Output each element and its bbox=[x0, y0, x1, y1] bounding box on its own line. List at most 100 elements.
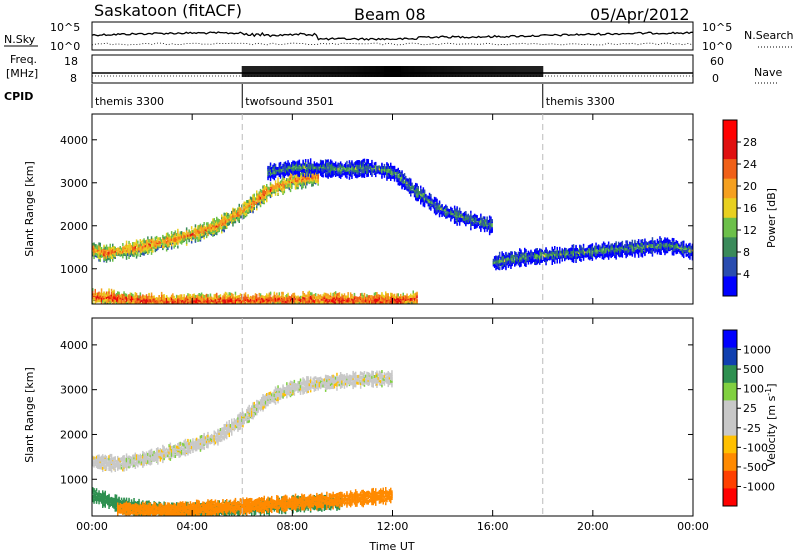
power-cell bbox=[110, 256, 112, 259]
power-cell bbox=[525, 249, 527, 252]
power-cell bbox=[240, 297, 242, 300]
power-cell bbox=[528, 256, 530, 259]
power-cell bbox=[250, 304, 252, 307]
power-cell bbox=[216, 306, 218, 309]
power-cell bbox=[188, 305, 190, 308]
power-cell bbox=[140, 305, 142, 308]
power-cell bbox=[413, 306, 415, 309]
power-cell bbox=[126, 243, 128, 246]
power-cell bbox=[148, 304, 150, 307]
power-cell bbox=[463, 213, 465, 216]
power-cell bbox=[405, 183, 407, 186]
power-cell bbox=[102, 296, 104, 299]
power-cell bbox=[262, 305, 264, 308]
power-cell bbox=[347, 295, 349, 298]
power-cell bbox=[386, 306, 388, 309]
power-cell bbox=[211, 221, 213, 224]
power-cell bbox=[456, 206, 458, 209]
power-cell bbox=[455, 209, 457, 212]
power-cell bbox=[300, 180, 302, 183]
power-cell bbox=[337, 305, 339, 308]
power-cell bbox=[143, 246, 145, 249]
power-cell bbox=[211, 229, 213, 232]
power-cell bbox=[220, 306, 222, 309]
power-cell bbox=[388, 306, 390, 309]
power-cell bbox=[226, 307, 228, 310]
power-cell bbox=[439, 201, 441, 204]
power-cell bbox=[110, 295, 112, 298]
power-cell bbox=[350, 305, 352, 308]
power-cell bbox=[256, 190, 258, 193]
power-cell bbox=[393, 294, 395, 297]
power-cell bbox=[294, 306, 296, 309]
power-cell bbox=[225, 300, 227, 303]
power-cell bbox=[424, 190, 426, 193]
power-cell bbox=[523, 252, 525, 255]
power-cell bbox=[320, 305, 322, 308]
power-cell bbox=[530, 250, 532, 253]
power-cell bbox=[429, 193, 431, 196]
power-cell bbox=[460, 214, 462, 217]
power-cell bbox=[211, 297, 213, 300]
power-cell bbox=[128, 301, 130, 304]
power-cell bbox=[381, 297, 383, 300]
power-cell bbox=[224, 229, 226, 232]
power-cell bbox=[424, 198, 426, 201]
power-cell bbox=[206, 229, 208, 232]
cpid-segment-label: twofsound 3501 bbox=[245, 95, 334, 108]
power-cell bbox=[282, 190, 284, 193]
power-cell bbox=[408, 300, 410, 303]
power-cell bbox=[583, 244, 585, 247]
power-cell bbox=[100, 293, 102, 296]
power-cell bbox=[197, 306, 199, 309]
power-cell bbox=[270, 163, 272, 166]
power-cell bbox=[152, 304, 154, 307]
power-cell bbox=[314, 306, 316, 309]
power-cell bbox=[282, 176, 284, 179]
power-cell bbox=[297, 166, 299, 169]
freq-panel: Freq. [MHz] 18 8 60 0 Nave bbox=[6, 53, 782, 85]
power-cell bbox=[381, 292, 383, 295]
power-cell bbox=[567, 250, 569, 253]
power-cell bbox=[237, 305, 239, 308]
power-cell bbox=[148, 245, 150, 248]
power-cell bbox=[235, 306, 237, 309]
power-cell bbox=[400, 304, 402, 307]
power-cell bbox=[249, 297, 251, 300]
power-cell bbox=[391, 307, 393, 310]
power-cell bbox=[470, 227, 472, 230]
power-cell bbox=[319, 295, 321, 298]
power-cell bbox=[405, 176, 407, 179]
power-cell bbox=[429, 196, 431, 199]
power-cell bbox=[379, 165, 381, 168]
power-cell bbox=[468, 217, 470, 220]
power-cell bbox=[269, 306, 271, 309]
power-cell bbox=[379, 295, 381, 298]
power-cell bbox=[359, 304, 361, 307]
power-cell bbox=[400, 301, 402, 304]
power-cell bbox=[418, 194, 420, 197]
power-cell bbox=[385, 308, 387, 311]
power-cell bbox=[195, 305, 197, 308]
power-cell bbox=[107, 292, 109, 295]
power-cell bbox=[277, 192, 279, 195]
power-cell bbox=[525, 253, 527, 256]
power-cell bbox=[232, 300, 234, 303]
power-cell bbox=[441, 204, 443, 207]
power-cell bbox=[533, 255, 535, 258]
power-cell bbox=[295, 182, 297, 185]
power-cell bbox=[170, 304, 172, 307]
power-cell bbox=[143, 295, 145, 298]
power-cell bbox=[374, 162, 376, 165]
power-cell bbox=[347, 292, 349, 295]
power-cell bbox=[307, 306, 309, 309]
power-cell bbox=[105, 299, 107, 302]
power-cell bbox=[271, 184, 273, 187]
power-cell bbox=[463, 218, 465, 221]
power-cell bbox=[266, 293, 268, 296]
power-cell bbox=[235, 308, 237, 311]
power-cell bbox=[478, 222, 480, 225]
power-cell bbox=[292, 177, 294, 180]
power-cell bbox=[441, 208, 443, 211]
power-cell bbox=[309, 294, 311, 297]
